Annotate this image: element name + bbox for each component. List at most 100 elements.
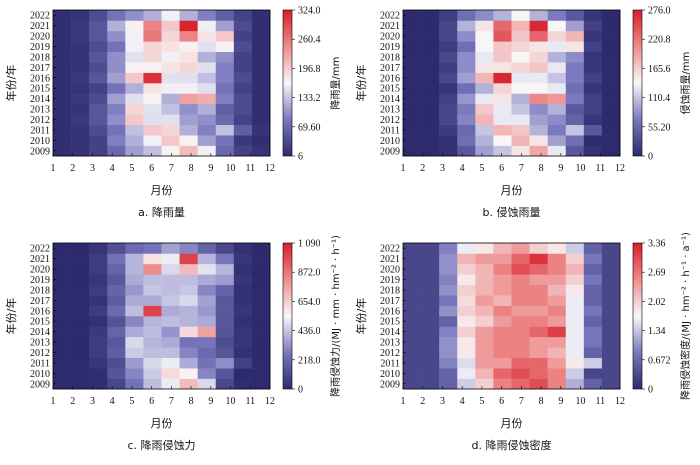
heatmap-cell (71, 274, 90, 286)
heatmap-cell (107, 295, 126, 306)
heatmap-cell (511, 263, 530, 275)
colorbar-tick-label: 654.0 (298, 297, 321, 308)
heatmap-cell (547, 10, 567, 21)
heatmap-cell (493, 72, 512, 84)
heatmap-cell (251, 83, 271, 94)
heatmap-cell (125, 51, 144, 63)
heatmap-cell (179, 83, 198, 94)
heatmap-cell (197, 305, 217, 317)
heatmap-cell (457, 72, 476, 84)
heatmap-cell (601, 326, 621, 338)
heatmap-cell (161, 347, 180, 359)
y-axis-title: 年份/年 (4, 65, 18, 102)
heatmap-cell (511, 103, 530, 115)
y-tick-label: 2017 (380, 63, 400, 74)
heatmap-cell (143, 145, 162, 157)
y-tick-label: 2022 (380, 11, 400, 22)
heatmap-cell (457, 135, 476, 146)
heatmap-cell (233, 274, 253, 286)
heatmap-cell (89, 316, 108, 327)
heatmap-cell (583, 114, 603, 126)
colorbar-tick-label: 1 090 (298, 239, 321, 250)
heatmap-cell (197, 295, 217, 306)
heatmap-cell (89, 284, 108, 296)
heatmap-cell (179, 316, 198, 327)
x-tick-label: 2 (420, 163, 425, 174)
heatmap-cell (215, 295, 235, 306)
heatmap-cell (565, 316, 585, 327)
heatmap-cell (179, 326, 198, 338)
heatmap-cell (529, 336, 548, 348)
heatmap-cell (53, 20, 72, 32)
heatmap-cell (71, 263, 90, 275)
heatmap-cell (197, 243, 217, 254)
heatmap-cell (179, 295, 198, 306)
heatmap-cell (125, 30, 144, 42)
heatmap-cell (251, 93, 271, 105)
heatmap-cell (493, 135, 512, 146)
heatmap-cell (107, 305, 126, 317)
heatmap-cell (457, 103, 476, 115)
heatmap-cell (565, 41, 585, 53)
heatmap-cell (89, 83, 108, 94)
heatmap-cell (161, 253, 180, 265)
heatmap-cell (71, 316, 90, 327)
heatmap-cell (475, 62, 494, 73)
heatmap-cell (89, 253, 108, 265)
heatmap-cell (53, 135, 72, 146)
heatmap-cell (143, 51, 162, 63)
heatmap-cell (601, 10, 621, 21)
heatmap-cell (197, 72, 217, 84)
heatmap-cell (565, 72, 585, 84)
heatmap-cell (475, 145, 494, 157)
heatmap-cell (107, 326, 126, 338)
heatmap-cell (107, 72, 126, 84)
heatmap-cell (197, 135, 217, 146)
x-tick-label: 3 (90, 163, 95, 174)
heatmap-cell (475, 51, 494, 63)
heatmap-cell (71, 326, 90, 338)
heatmap-cell (251, 51, 271, 63)
y-tick-label: 2022 (30, 244, 50, 255)
heatmap-cell (511, 378, 530, 390)
heatmap-cell (251, 114, 271, 126)
x-tick-label: 10 (226, 163, 236, 174)
heatmap-cell (547, 83, 567, 94)
heatmap-cell (161, 368, 180, 379)
colorbar-tick-label: 165.6 (648, 64, 671, 75)
heatmap-cell (251, 253, 271, 265)
y-tick-label: 2014 (380, 327, 400, 338)
heatmap-cell (511, 124, 530, 136)
heatmap-cell (457, 51, 476, 63)
heatmap-cell (421, 93, 440, 105)
heatmap-cell (493, 263, 512, 275)
heatmap-cell (53, 295, 72, 306)
heatmap-cell (71, 114, 90, 126)
heatmap-cell (53, 263, 72, 275)
heatmap-cell (89, 378, 108, 390)
heatmap-cell (511, 243, 530, 254)
colorbar (632, 242, 643, 390)
heatmap-cell (493, 347, 512, 359)
y-tick-label: 2018 (380, 285, 400, 296)
heatmap-cell (161, 62, 180, 73)
y-tick-label: 2014 (30, 94, 50, 105)
heatmap-cell (457, 347, 476, 359)
colorbar-tick-label: 276.0 (648, 6, 671, 17)
heatmap-cell (511, 135, 530, 146)
heatmap-cell (71, 103, 90, 115)
heatmap-cell (107, 41, 126, 53)
heatmap-cell (197, 124, 217, 136)
colorbar-tick-label: 0 (648, 152, 653, 163)
heatmap-cell (511, 114, 530, 126)
heatmap-cell (583, 135, 603, 146)
heatmap-cell (161, 20, 180, 32)
heatmap-cell (161, 103, 180, 115)
heatmap-cell (71, 62, 90, 73)
heatmap-cell (107, 114, 126, 126)
heatmap-cell (601, 295, 621, 306)
heatmap-cell (215, 336, 235, 348)
heatmap-cell (215, 378, 235, 390)
heatmap-cell (125, 378, 144, 390)
heatmap-cell (403, 30, 422, 42)
